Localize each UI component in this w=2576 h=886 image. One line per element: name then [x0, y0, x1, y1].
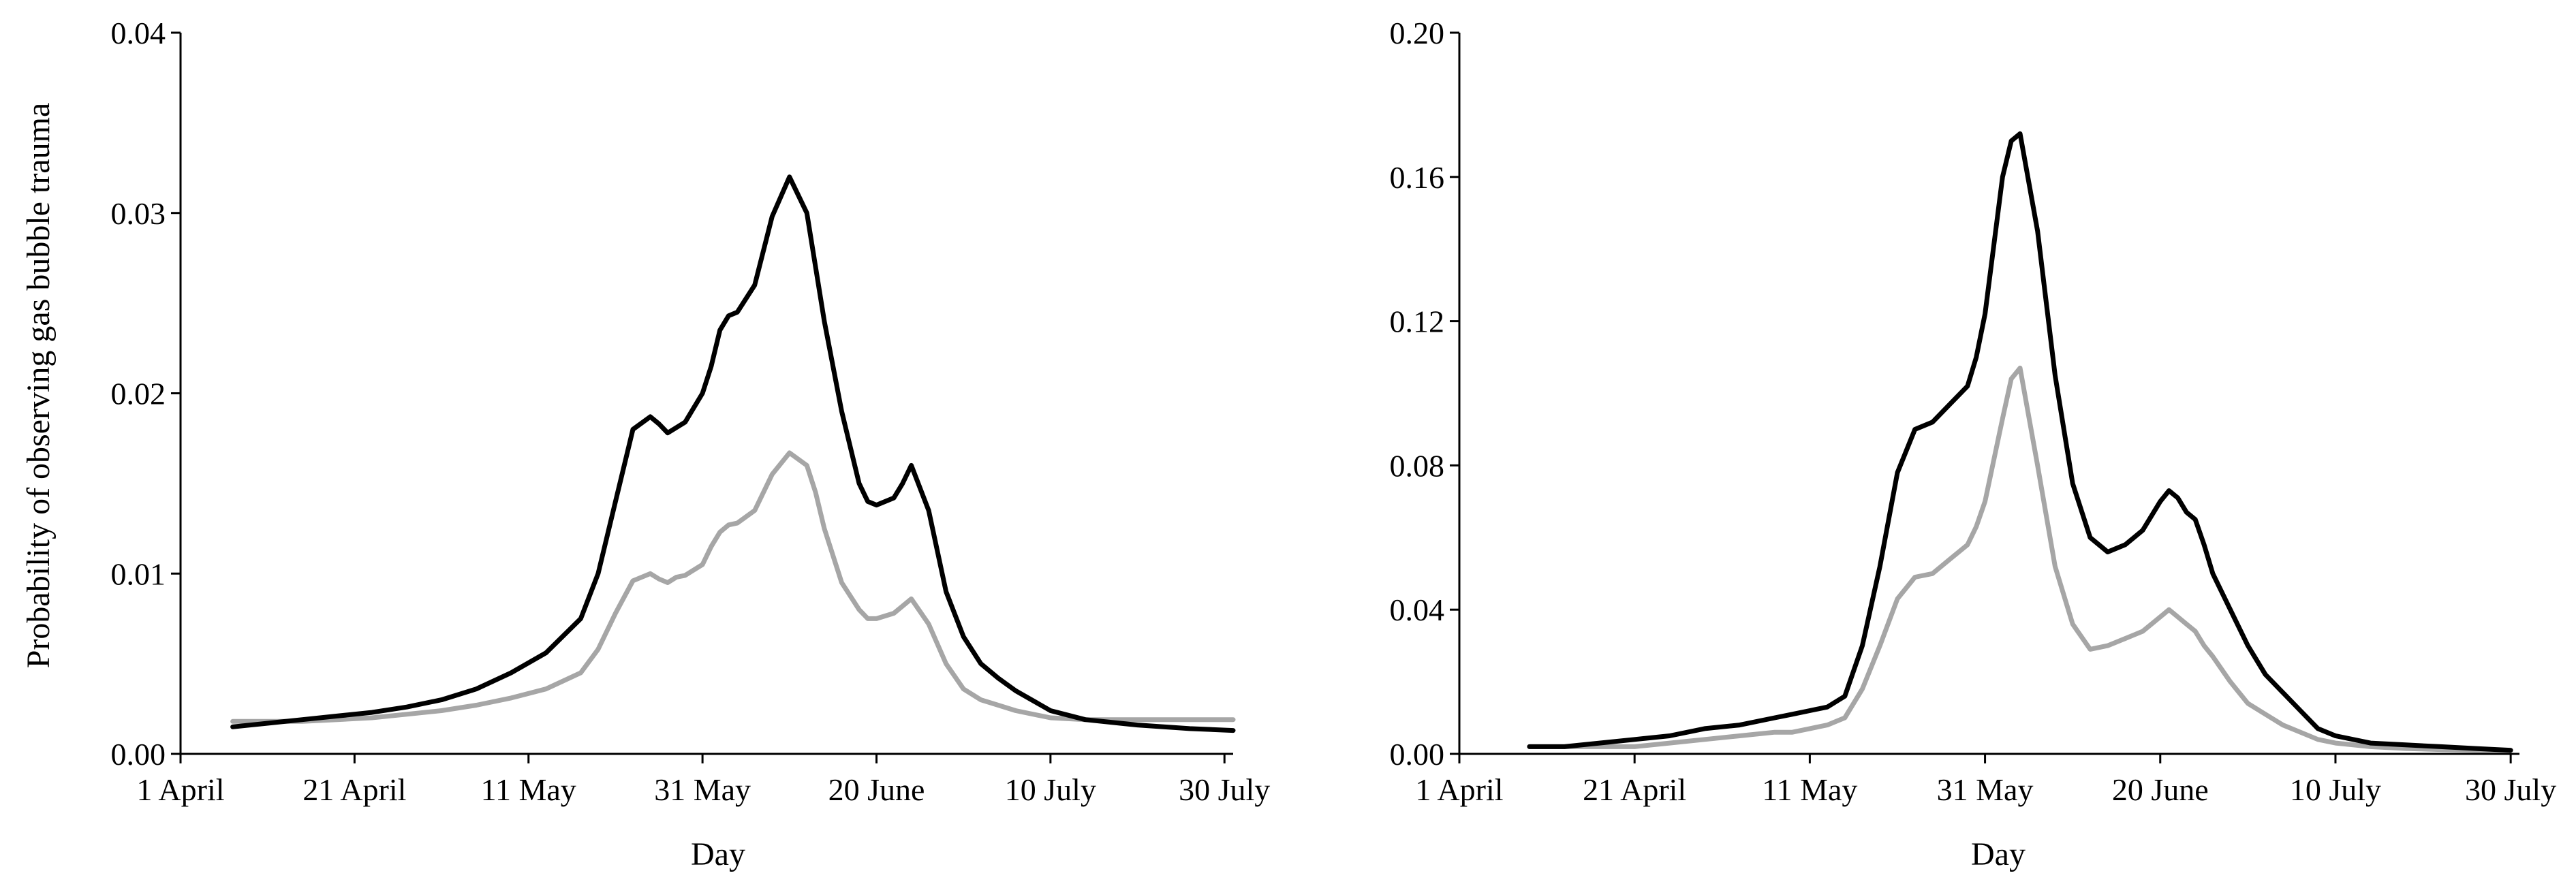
left-chart-x-tick-label: 21 April — [302, 772, 406, 807]
right-chart-y-tick-label: 0.00 — [1390, 737, 1445, 772]
right-chart-x-tick-label: 1 April — [1415, 772, 1503, 807]
right-chart-series — [1527, 131, 2513, 753]
left-chart-x-tick-label: 20 June — [828, 772, 925, 807]
right-chart-x-tick-label: 11 May — [1762, 772, 1857, 807]
right-chart-x-axis-title: Day — [1971, 836, 2026, 872]
right-chart-x-tick-label: 30 July — [2465, 772, 2556, 807]
left-chart-x-tick-label: 11 May — [481, 772, 576, 807]
left-chart-series — [230, 174, 1236, 733]
left-chart-y-tick-label: 0.04 — [111, 16, 166, 50]
left-chart-x-tick-label: 1 April — [136, 772, 224, 807]
right-chart-y-tick-label: 0.16 — [1390, 160, 1445, 195]
right-chart-y-tick-label: 0.20 — [1390, 16, 1445, 50]
right-chart-y-tick-label: 0.08 — [1390, 448, 1445, 483]
left-chart-grey-series-line — [230, 450, 1236, 724]
right-chart-x-tick-label: 21 April — [1583, 772, 1686, 807]
left-chart-black-series-line — [230, 174, 1236, 733]
right-chart-y-tick-label: 0.04 — [1390, 592, 1445, 627]
left-chart-panel: 0.00 0.01 0.02 0.03 0.04 1 April 21 April 11 Ma… — [20, 16, 1270, 872]
left-chart-x-tick-label: 31 May — [654, 772, 751, 807]
left-chart-y-axis-title: Probability of observing gas bubble trau… — [20, 103, 57, 669]
right-chart-x-tick-label: 31 May — [1937, 772, 2034, 807]
left-chart-y-tick-label: 0.00 — [111, 737, 166, 772]
left-chart-axes: 0.00 0.01 0.02 0.03 0.04 1 April 21 April 11 Ma… — [111, 16, 1271, 807]
right-chart-x-tick-label: 20 June — [2112, 772, 2209, 807]
left-chart-y-tick-label: 0.01 — [111, 556, 166, 591]
right-chart-grey-series-line — [1527, 365, 2513, 753]
left-chart-x-axis-title: Day — [691, 836, 745, 872]
left-chart-x-tick-label: 10 July — [1005, 772, 1096, 807]
left-chart-y-tick-label: 0.03 — [111, 196, 166, 231]
left-chart-x-tick-label: 30 July — [1179, 772, 1270, 807]
right-chart-black-series-line — [1527, 131, 2513, 753]
right-chart-x-tick-label: 10 July — [2290, 772, 2381, 807]
right-chart-y-tick-label: 0.12 — [1390, 304, 1445, 339]
right-chart-axes: 0.00 0.04 0.08 0.12 0.16 0.20 1 April 21 April 1… — [1390, 16, 2557, 807]
left-chart-y-tick-label: 0.02 — [111, 377, 166, 411]
right-chart-panel: 0.00 0.04 0.08 0.12 0.16 0.20 1 April 21 April 1… — [1390, 16, 2557, 872]
